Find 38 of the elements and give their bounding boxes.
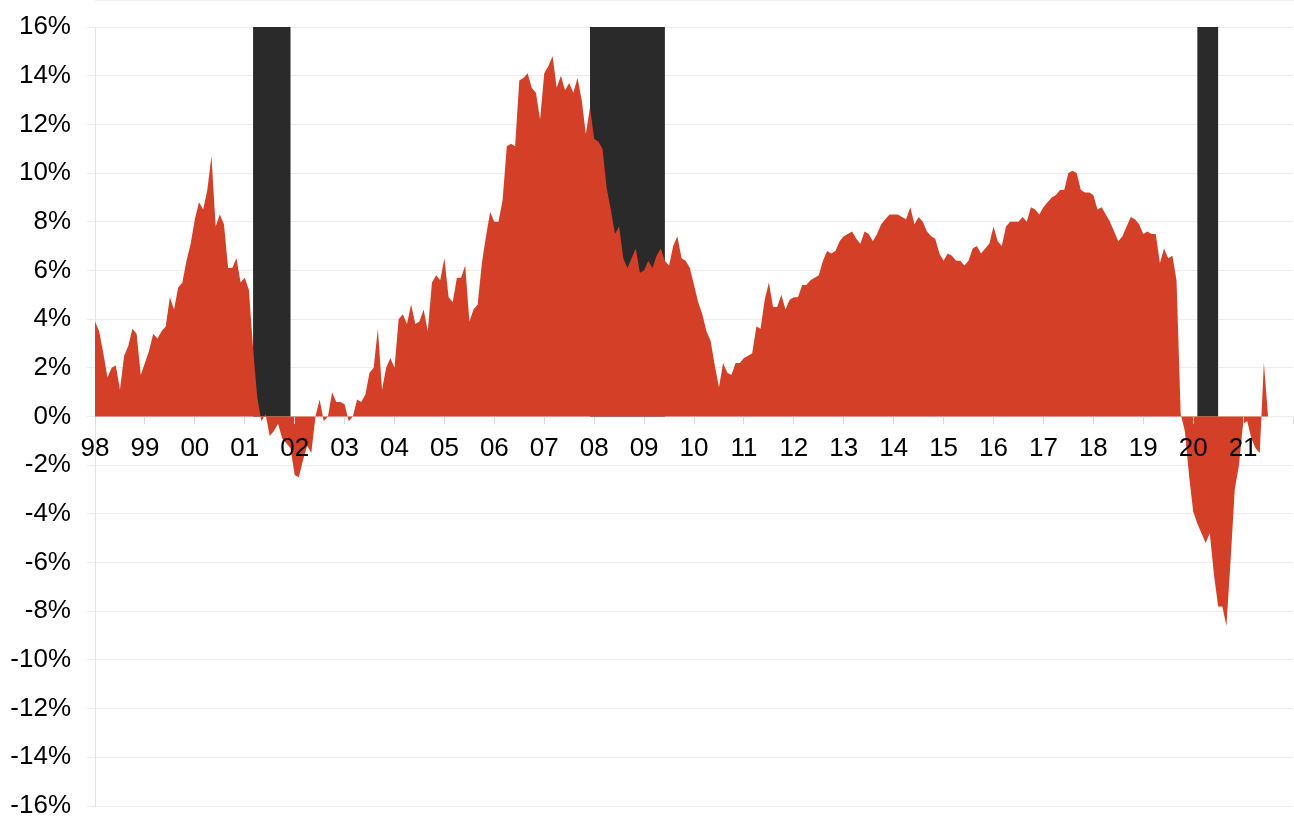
y-tick-label: 14% — [18, 58, 71, 89]
x-tick-label: 04 — [380, 432, 409, 463]
y-tick-label: -14% — [10, 740, 71, 771]
y-tick-label: -2% — [24, 448, 71, 479]
y-tick-label: 2% — [33, 350, 71, 381]
y-tick-label: -12% — [10, 691, 71, 722]
x-tick-label: 09 — [629, 432, 659, 463]
x-tick-label: 98 — [80, 432, 110, 463]
x-tick-label: 10 — [679, 432, 709, 463]
y-tick-label: 16% — [18, 10, 71, 41]
y-tick-label: -6% — [24, 545, 71, 576]
y-tick-label: 10% — [18, 156, 71, 187]
y-tick-label: -16% — [10, 789, 71, 816]
x-tick-label: 01 — [230, 432, 260, 463]
x-tick-label: 06 — [479, 432, 509, 463]
y-tick-label: -4% — [24, 497, 71, 528]
x-tick-label: 05 — [429, 432, 459, 463]
y-tick-label: 8% — [33, 204, 71, 235]
x-tick-label: 18 — [1078, 432, 1108, 463]
y-tick-label: -10% — [10, 643, 71, 674]
x-tick-label: 11 — [730, 432, 758, 463]
x-tick-label: 14 — [879, 432, 909, 463]
x-tick-label: 13 — [829, 432, 859, 463]
x-tick-label: 08 — [579, 432, 609, 463]
y-tick-label: 0% — [33, 399, 71, 430]
x-tick-label: 12 — [779, 432, 809, 463]
y-tick-label: 4% — [33, 302, 71, 333]
x-tick-label: 19 — [1128, 432, 1158, 463]
x-tick-label: 03 — [330, 432, 360, 463]
y-tick-label: -8% — [24, 594, 71, 625]
x-tick-label: 99 — [130, 432, 160, 463]
x-tick-label: 15 — [929, 432, 959, 463]
x-tick-label: 07 — [529, 432, 559, 463]
x-tick-label: 00 — [180, 432, 210, 463]
y-tick-label: 12% — [18, 107, 71, 138]
x-tick-label: 17 — [1028, 432, 1058, 463]
y-tick-label: 6% — [33, 253, 71, 284]
x-tick-label: 16 — [979, 432, 1008, 463]
